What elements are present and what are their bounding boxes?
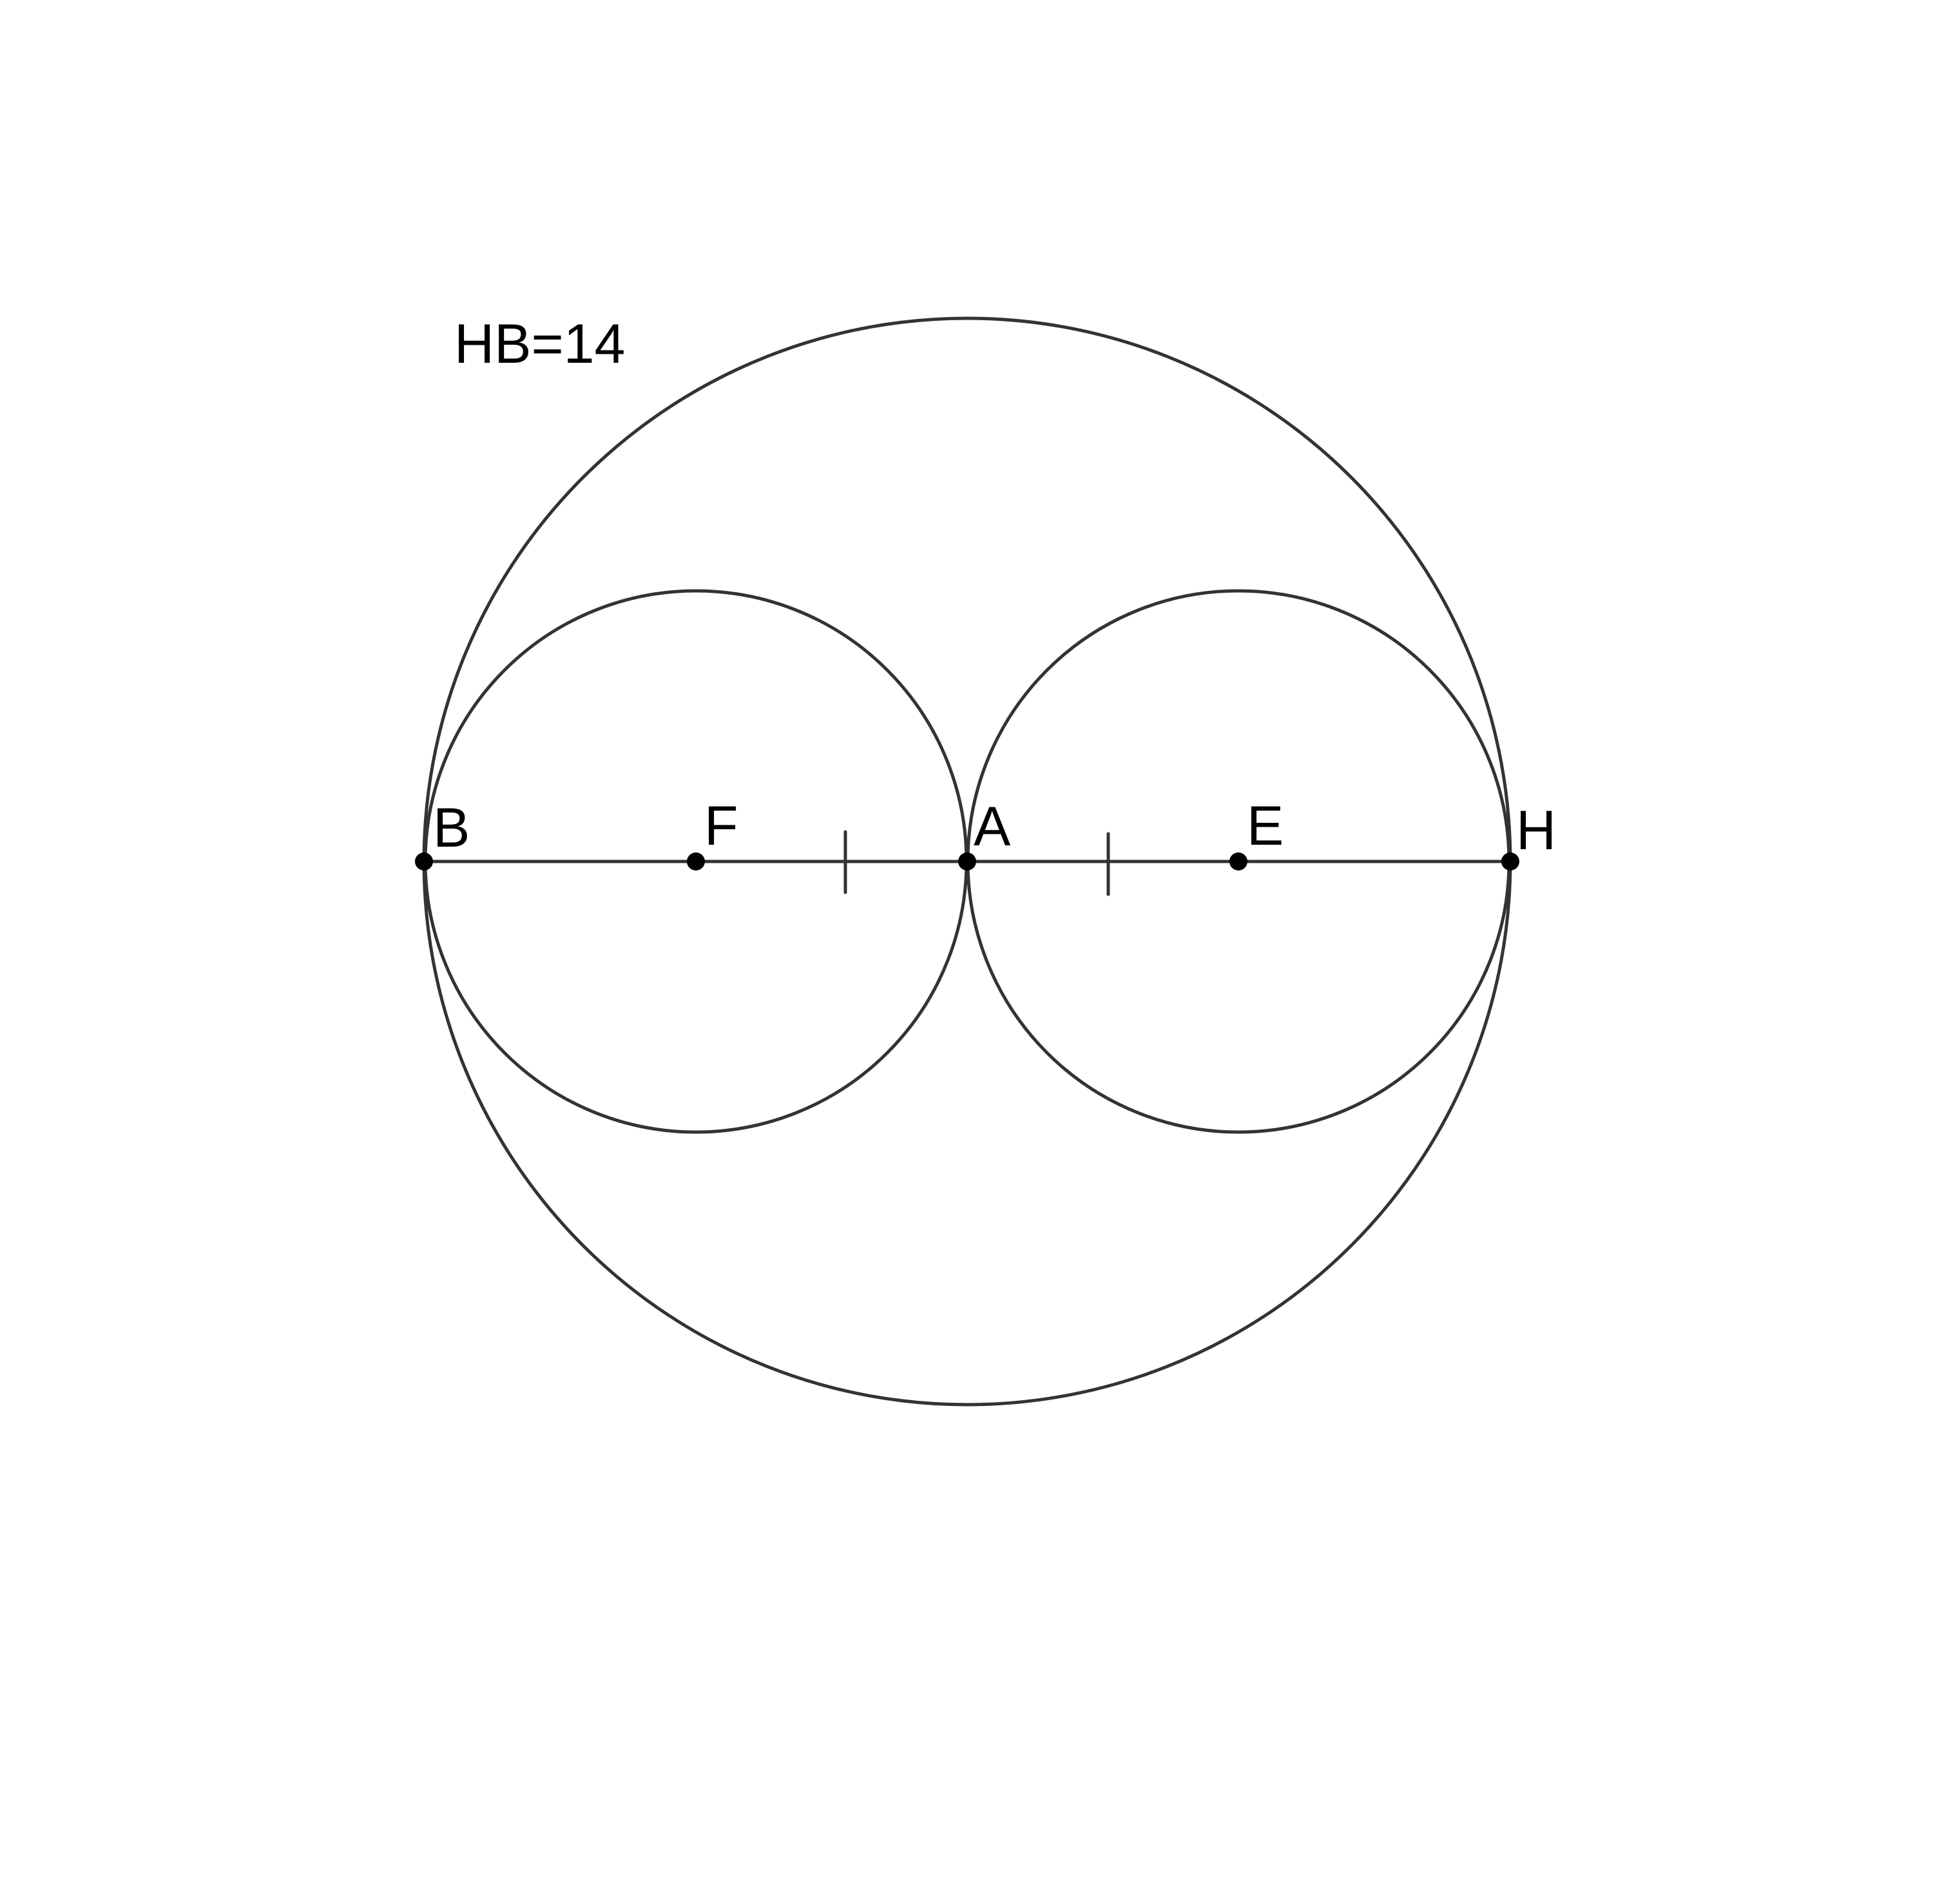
length-caption: HB=14 <box>454 313 625 375</box>
label-H: H <box>1516 800 1556 861</box>
label-B: B <box>433 797 470 859</box>
point-F <box>687 852 705 870</box>
point-A <box>958 852 976 870</box>
label-F: F <box>704 795 738 857</box>
label-A: A <box>974 796 1011 858</box>
point-E <box>1229 852 1247 870</box>
label-E: E <box>1247 795 1284 857</box>
point-H <box>1501 852 1519 870</box>
point-B <box>415 852 433 870</box>
